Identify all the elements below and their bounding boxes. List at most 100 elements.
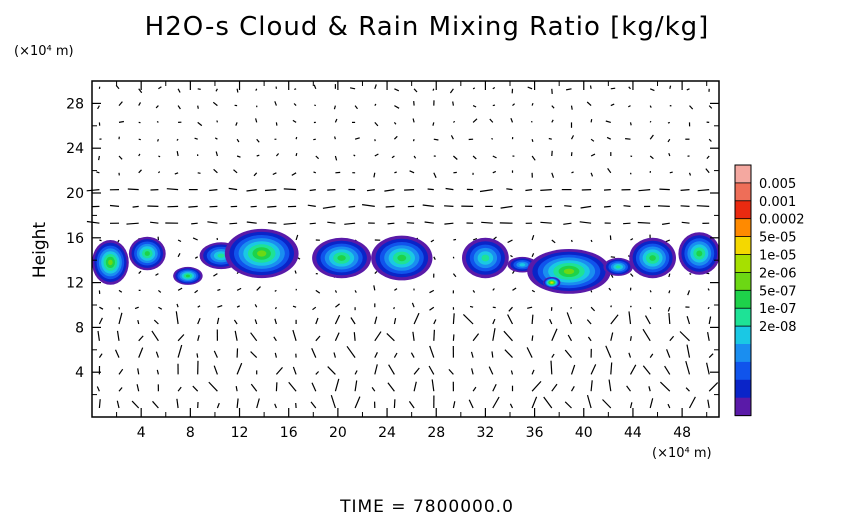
wind-vector bbox=[413, 367, 420, 375]
wind-vector bbox=[531, 253, 535, 258]
wind-vector bbox=[177, 334, 185, 342]
wind-vector bbox=[354, 380, 358, 392]
wind-vector bbox=[275, 153, 280, 157]
wind-vector bbox=[334, 136, 336, 140]
wind-vector bbox=[531, 289, 535, 293]
wind-vector bbox=[155, 273, 159, 276]
wind-vector bbox=[177, 344, 183, 358]
wind-vector bbox=[462, 313, 474, 325]
wind-vector bbox=[233, 169, 238, 174]
wind-vector bbox=[134, 306, 139, 310]
wind-vector bbox=[531, 396, 538, 409]
wind-vector bbox=[642, 328, 651, 342]
wind-vector bbox=[132, 205, 139, 208]
wind-vector bbox=[531, 155, 536, 161]
wind-vector bbox=[453, 238, 457, 241]
cloud-field bbox=[92, 228, 719, 294]
y-tick-label: 20 bbox=[66, 186, 84, 202]
wind-vector bbox=[158, 306, 163, 310]
wind-vector bbox=[567, 334, 573, 342]
wind-vector bbox=[571, 171, 574, 174]
wind-vector bbox=[97, 105, 100, 110]
wind-vector bbox=[229, 222, 238, 225]
wind-vector bbox=[657, 205, 670, 207]
wind-vector bbox=[152, 400, 159, 409]
cloud-contour bbox=[144, 251, 150, 256]
wind-vector bbox=[374, 153, 379, 157]
wind-vector bbox=[176, 303, 179, 308]
wind-vector bbox=[315, 371, 320, 375]
cloud-blob bbox=[224, 228, 299, 279]
wind-vector bbox=[394, 288, 398, 291]
wind-vector bbox=[197, 105, 199, 109]
wind-vector bbox=[194, 137, 198, 140]
wind-vector bbox=[410, 352, 415, 358]
wind-vector bbox=[295, 234, 299, 241]
wind-vector bbox=[166, 188, 179, 191]
wind-vector bbox=[99, 306, 104, 310]
wind-vector bbox=[429, 289, 435, 294]
wind-vector bbox=[176, 398, 179, 409]
wind-vector bbox=[315, 155, 320, 160]
colorbar-label: 2e-06 bbox=[759, 266, 797, 281]
wind-vector bbox=[707, 331, 710, 341]
wind-vector bbox=[272, 172, 277, 176]
wind-vector bbox=[255, 88, 258, 91]
wind-vector bbox=[393, 306, 395, 310]
wind-vector bbox=[472, 333, 480, 342]
wind-vector bbox=[637, 221, 651, 224]
wind-vector bbox=[667, 138, 671, 143]
wind-vector bbox=[292, 366, 297, 375]
x-tick-label: 36 bbox=[526, 425, 544, 441]
wind-vector bbox=[236, 88, 239, 93]
wind-vector bbox=[666, 349, 671, 358]
wind-vector bbox=[274, 318, 277, 325]
wind-vector bbox=[610, 103, 615, 107]
colorbar-label: 0.0002 bbox=[759, 213, 805, 228]
wind-vector bbox=[603, 189, 611, 191]
wind-vector bbox=[412, 139, 415, 142]
wind-vector bbox=[256, 138, 260, 143]
wind-vector bbox=[570, 306, 573, 309]
wind-vector bbox=[177, 239, 182, 243]
wind-vector bbox=[492, 170, 497, 174]
colorbar-swatch bbox=[735, 182, 751, 202]
cloud-blob bbox=[371, 235, 433, 281]
wind-vector bbox=[408, 401, 415, 409]
wind-vector bbox=[708, 105, 713, 109]
wind-vector bbox=[157, 138, 159, 142]
wind-vector bbox=[155, 351, 159, 358]
cloud-contour bbox=[337, 255, 346, 261]
wind-vector bbox=[469, 305, 474, 308]
wind-vector bbox=[668, 312, 671, 325]
wind-vector bbox=[550, 360, 553, 375]
cloud-contour bbox=[397, 254, 407, 262]
plot-frame bbox=[91, 80, 720, 418]
wind-vector bbox=[551, 328, 558, 342]
wind-vector bbox=[177, 88, 181, 93]
wind-vector bbox=[312, 306, 317, 311]
wind-vector bbox=[540, 221, 552, 224]
wind-vector bbox=[116, 400, 120, 409]
cloud-contour bbox=[649, 255, 656, 261]
wind-vector bbox=[564, 349, 572, 358]
wind-vector bbox=[118, 289, 123, 293]
wind-vector bbox=[409, 170, 415, 174]
wind-vector bbox=[432, 88, 435, 91]
wind-vector bbox=[697, 189, 710, 192]
wind-vector bbox=[394, 105, 400, 109]
wind-vector bbox=[116, 330, 120, 341]
wind-vector bbox=[362, 204, 375, 207]
colorbar-swatch bbox=[735, 272, 751, 291]
wind-vector bbox=[668, 273, 671, 278]
wind-vector bbox=[649, 105, 652, 108]
wind-vector bbox=[267, 205, 277, 208]
wind-vector bbox=[689, 273, 692, 275]
wind-vector bbox=[452, 273, 457, 278]
wind-vector bbox=[481, 221, 493, 224]
cloud-blob bbox=[527, 249, 611, 294]
wind-vector bbox=[679, 331, 690, 342]
wind-vector bbox=[387, 222, 395, 225]
wind-vector bbox=[489, 118, 494, 123]
wind-vector bbox=[452, 401, 456, 409]
